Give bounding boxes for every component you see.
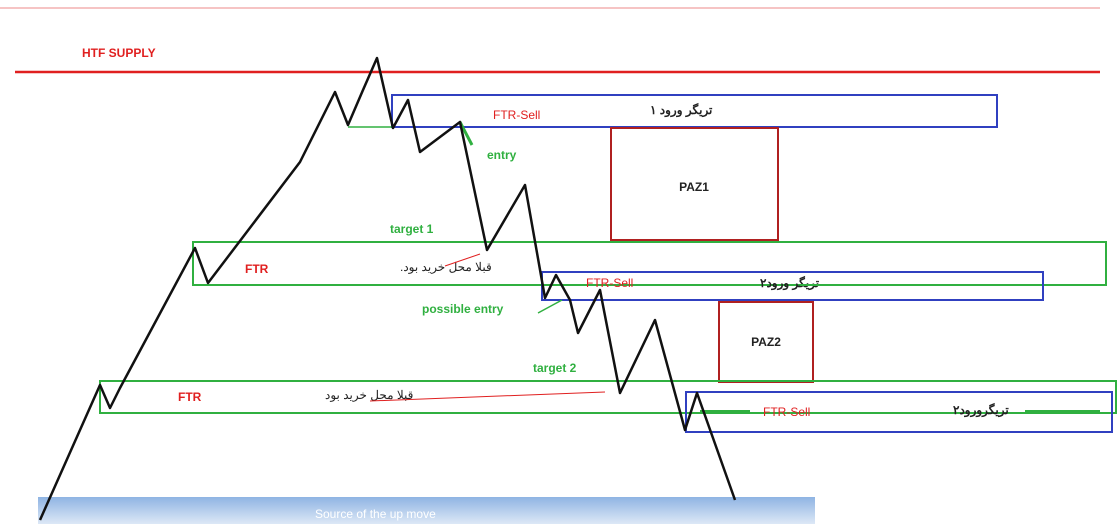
paz2-label: PAZ2 <box>751 335 781 349</box>
ftr-label: FTR <box>178 390 202 404</box>
trigger-box-3 <box>685 391 1113 433</box>
paz1-box <box>610 127 779 241</box>
ftr-note: قبلا محل خرید بود. <box>400 260 492 274</box>
pointer <box>369 391 606 402</box>
paz1-label: PAZ1 <box>679 180 709 194</box>
source-zone <box>38 497 815 524</box>
trigger-label: تریگر ورود۲ <box>760 275 820 291</box>
price-path <box>38 56 737 521</box>
ftr-note: قبلا محل خرید بود <box>325 388 413 402</box>
ftr-sell: FTR-Sell <box>493 108 540 122</box>
ftr-sell: FTR-Sell <box>763 405 810 419</box>
pointer <box>537 299 563 314</box>
pointer <box>444 253 481 267</box>
target-label: target 1 <box>390 222 434 236</box>
ftr-sell: FTR-Sell <box>586 276 633 290</box>
ftr-label: FTR <box>245 262 269 276</box>
target-label: target 2 <box>533 361 577 375</box>
trigger-label: تریگر ورود ۱ <box>650 102 713 118</box>
entry-label: entry <box>487 148 517 162</box>
target-box-2 <box>99 380 1117 414</box>
trigger-label: تریگرورود۲ <box>953 402 1009 418</box>
target-box-1 <box>192 241 1107 286</box>
source-label: Source of the up move <box>315 507 436 521</box>
htf-supply-label: HTF SUPPLY <box>82 46 156 60</box>
possible-entry-label: possible entry <box>422 302 504 316</box>
